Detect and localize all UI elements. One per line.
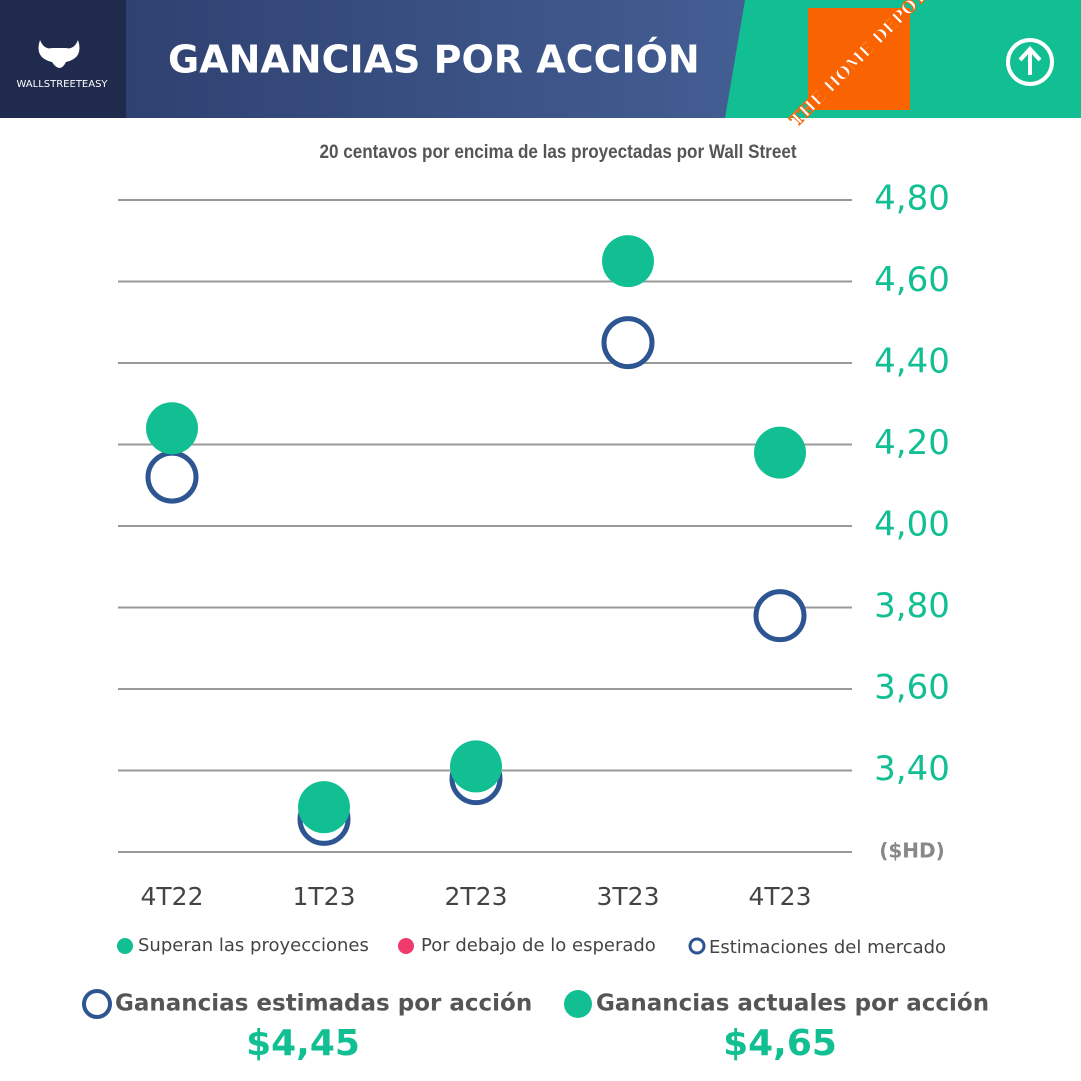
legend-label: Superan las proyecciones — [138, 935, 369, 956]
x-tick-label: 3T23 — [597, 882, 660, 911]
y-tick-label: 3,80 — [874, 586, 950, 626]
y-tick-label: 4,20 — [874, 423, 950, 463]
summary-value: $4,45 — [246, 1023, 360, 1064]
actual-point — [602, 235, 654, 288]
x-tick-label: 2T23 — [445, 882, 508, 911]
actual-point — [450, 740, 502, 793]
logo-icon — [38, 40, 80, 68]
estimate-point — [601, 316, 655, 370]
summary-label: Ganancias estimadas por acción — [115, 991, 532, 1017]
title: GANANCIAS POR ACCIÓN — [168, 38, 700, 82]
x-tick-label: 4T22 — [141, 882, 204, 911]
logo-text: WALLSTREETEASY — [16, 79, 108, 90]
y-tick-label: 4,80 — [874, 179, 950, 219]
x-tick-label: 4T23 — [749, 882, 812, 911]
summary-label: Ganancias actuales por acción — [596, 991, 989, 1017]
plot: ($HD) 3,40 3,60 3,80 4,00 4,20 4,40 4,60 4,80 4T2… — [118, 179, 950, 911]
subtitle: 20 centavos por encima de las proyectada… — [319, 141, 796, 162]
actual-point — [298, 781, 350, 834]
legend-swatch — [398, 938, 414, 954]
actual-point — [146, 402, 198, 455]
y-tick-label: 3,60 — [874, 668, 950, 708]
legend-swatch — [117, 938, 133, 954]
y-tick-label: 4,40 — [874, 342, 950, 382]
up-arrow — [1018, 46, 1042, 75]
y-tick-label: 3,40 — [874, 749, 950, 789]
up-icon[interactable] — [1006, 38, 1054, 86]
summary-value: $4,65 — [723, 1023, 837, 1064]
x-tick-label: 1T23 — [293, 882, 356, 911]
brand-logo — [808, 8, 910, 110]
legend-swatch — [688, 937, 706, 955]
y-tick-label: 4,00 — [874, 505, 950, 545]
legend-label: Estimaciones del mercado — [709, 937, 946, 958]
summary-icon — [82, 989, 112, 1019]
legend-label: Por debajo de lo esperado — [421, 935, 656, 956]
estimate-point — [145, 450, 199, 504]
y-tick-label: 4,60 — [874, 260, 950, 300]
y-tick-label: ($HD) — [879, 839, 945, 863]
summary-icon — [564, 990, 592, 1018]
estimate-point — [753, 589, 807, 643]
actual-point — [754, 426, 806, 479]
